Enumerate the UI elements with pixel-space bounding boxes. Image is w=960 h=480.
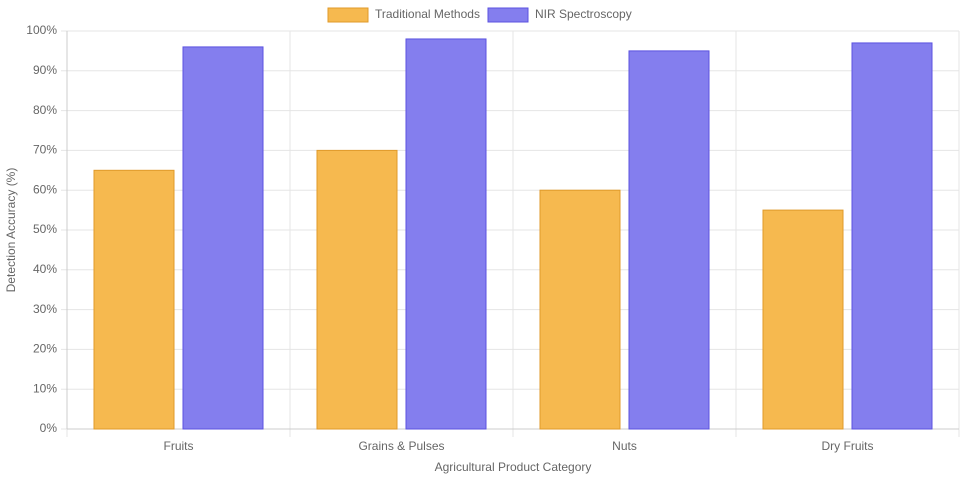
y-tick-label: 100% bbox=[26, 23, 57, 37]
bar bbox=[182, 46, 264, 430]
y-tick-label: 20% bbox=[33, 342, 57, 356]
y-tick-label: 60% bbox=[33, 182, 57, 196]
y-tick-label: 90% bbox=[33, 63, 57, 77]
y-tick-label: 0% bbox=[40, 421, 58, 435]
legend-label: Traditional Methods bbox=[375, 7, 480, 21]
legend-swatch bbox=[487, 7, 529, 23]
y-tick-label: 40% bbox=[33, 262, 57, 276]
bar bbox=[93, 169, 175, 430]
legend-swatch bbox=[327, 7, 369, 23]
y-tick-label: 50% bbox=[33, 222, 57, 236]
bar bbox=[851, 42, 933, 430]
x-tick-label: Nuts bbox=[612, 439, 637, 453]
x-tick-label: Grains & Pulses bbox=[358, 439, 444, 453]
bar bbox=[628, 50, 710, 430]
y-axis-title: Detection Accuracy (%) bbox=[4, 168, 18, 293]
y-tick-label: 70% bbox=[33, 143, 57, 157]
legend-label: NIR Spectroscopy bbox=[535, 7, 632, 21]
y-tick-label: 30% bbox=[33, 302, 57, 316]
bar bbox=[316, 149, 398, 430]
x-tick-label: Fruits bbox=[164, 439, 194, 453]
x-tick-label: Dry Fruits bbox=[822, 439, 874, 453]
bar bbox=[762, 209, 844, 430]
y-tick-label: 10% bbox=[33, 381, 57, 395]
x-axis-title: Agricultural Product Category bbox=[435, 460, 592, 474]
bar bbox=[539, 189, 621, 430]
bar bbox=[405, 38, 487, 430]
y-tick-label: 80% bbox=[33, 103, 57, 117]
